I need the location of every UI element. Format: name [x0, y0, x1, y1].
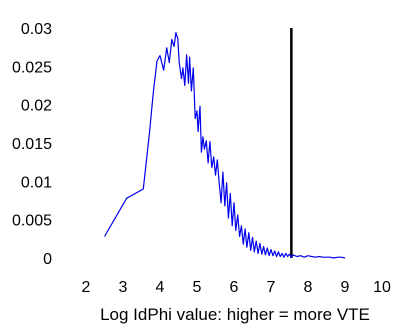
x-tick-label: 3 [119, 279, 128, 296]
x-tick-label: 2 [82, 279, 91, 296]
y-tick-label: 0.01 [21, 174, 52, 191]
density-series-line [103, 31, 346, 259]
x-tick-label: 4 [156, 279, 165, 296]
x-tick-label: 5 [193, 279, 202, 296]
y-axis-tick-labels: 0 0.005 0.01 0.015 0.02 0.025 0.03 [12, 21, 52, 268]
series-layer [103, 31, 346, 259]
y-tick-label: 0.025 [12, 59, 52, 76]
y-tick-label: 0.02 [21, 98, 52, 115]
x-tick-label: 9 [341, 279, 350, 296]
x-tick-label: 10 [373, 279, 391, 296]
x-tick-label: 8 [304, 279, 313, 296]
x-tick-label: 6 [230, 279, 239, 296]
y-tick-label: 0.015 [12, 136, 52, 153]
y-tick-label: 0.03 [21, 21, 52, 38]
x-axis-label: Log IdPhi value: higher = more VTE [100, 305, 370, 324]
x-tick-label: 7 [267, 279, 276, 296]
y-tick-label: 0 [43, 251, 52, 268]
x-axis-tick-labels: 2 3 4 5 6 7 8 9 10 [82, 279, 391, 296]
y-tick-label: 0.005 [12, 213, 52, 230]
